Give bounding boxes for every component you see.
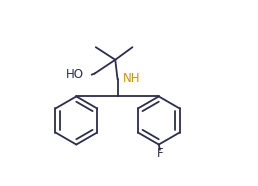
Text: NH: NH bbox=[123, 72, 141, 85]
Text: F: F bbox=[157, 147, 163, 160]
Text: HO: HO bbox=[66, 68, 84, 81]
